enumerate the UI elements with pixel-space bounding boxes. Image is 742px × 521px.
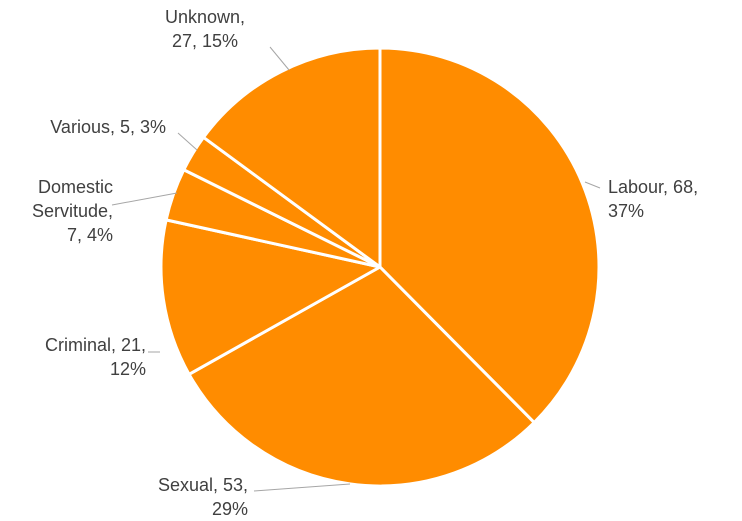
data-label-line: 7, 4% — [67, 225, 113, 245]
leader-line-unknown — [269, 46, 290, 71]
data-label-criminal: Criminal, 21, 12% — [45, 335, 146, 379]
leader-line-domestic-servitude — [111, 192, 178, 206]
data-label-labour: Labour, 68, 37% — [608, 177, 698, 221]
data-label-line: 27, 15% — [172, 31, 238, 51]
data-label-line: 29% — [212, 499, 248, 519]
pie-slice-unknown — [202, 46, 382, 269]
pie-slices — [159, 46, 601, 488]
data-label-line: Various, 5, 3% — [50, 117, 166, 137]
data-label-line: Servitude, — [32, 201, 113, 221]
data-label-sexual: Sexual, 53, 29% — [158, 475, 248, 519]
leader-line-labour — [584, 181, 601, 189]
data-label-unknown: Unknown, 27, 15% — [165, 7, 245, 51]
data-label-line: Domestic — [38, 177, 113, 197]
leader-line-sexual — [253, 483, 351, 492]
data-label-line: Labour, 68, — [608, 177, 698, 197]
data-label-line: Sexual, 53, — [158, 475, 248, 495]
data-label-various: Various, 5, 3% — [50, 117, 166, 137]
pie-slice-labour — [378, 46, 601, 425]
data-label-line: 37% — [608, 201, 644, 221]
data-labels: Labour, 68, 37% Sexual, 53, 29% Criminal, 21… — [32, 7, 698, 519]
pie-slice-criminal — [159, 218, 382, 376]
data-label-line: Criminal, 21, — [45, 335, 146, 355]
leader-line-various — [177, 132, 198, 151]
data-label-line: 12% — [110, 359, 146, 379]
data-label-domestic-servitude: Domestic Servitude, 7, 4% — [32, 177, 113, 245]
leader-lines — [111, 46, 601, 492]
data-label-line: Unknown, — [165, 7, 245, 27]
